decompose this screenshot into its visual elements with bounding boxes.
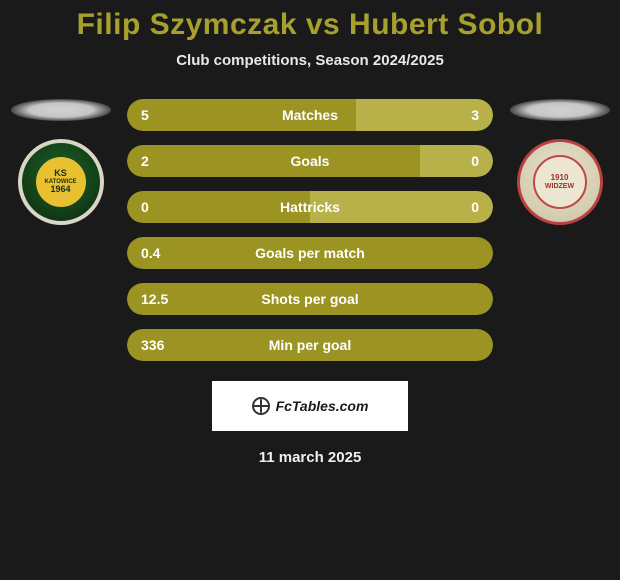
logo-right-mid: WIDZEW (545, 183, 574, 191)
club-logo-right-inner: 1910 WIDZEW (533, 155, 587, 209)
club-logo-left-inner: KS KATOWICE 1964 (36, 157, 86, 207)
stat-value-left: 0.4 (141, 245, 160, 261)
stat-row: Goals per match 0.4 (127, 237, 493, 269)
globe-icon (252, 397, 270, 415)
logo-left-year: 1964 (50, 185, 70, 195)
stat-row: Matches 5 3 (127, 99, 493, 131)
player-shadow-left (11, 99, 111, 121)
stat-value-right: 0 (471, 199, 479, 215)
stat-bars: Matches 5 3 Goals 2 0 Hattricks 0 0 Goals per mat… (127, 99, 493, 361)
brand-badge[interactable]: FcTables.com (212, 381, 408, 431)
stat-label: Shots per goal (261, 291, 358, 307)
stat-value-right: 0 (471, 153, 479, 169)
stat-value-left: 0 (141, 199, 149, 215)
stat-label: Goals (291, 153, 330, 169)
brand-text: FcTables.com (276, 398, 369, 414)
stat-value-left: 2 (141, 153, 149, 169)
stat-row: Shots per goal 12.5 (127, 283, 493, 315)
main-row: KS KATOWICE 1964 Matches53Goals20Hattric… (0, 99, 620, 361)
stat-row: Goals 2 0 (127, 145, 493, 177)
logo-right-top: 1910 (551, 174, 569, 183)
page-title: Filip Szymczak vs Hubert Sobol (0, 8, 620, 42)
stat-value-left: 336 (141, 337, 164, 353)
subtitle: Club competitions, Season 2024/2025 (0, 52, 620, 69)
logo-left-top: KS (54, 169, 67, 179)
comparison-card: Filip Szymczak vs Hubert Sobol Club comp… (0, 0, 620, 466)
date-text: 11 march 2025 (0, 449, 620, 466)
stat-row: Min per goal 336 (127, 329, 493, 361)
stat-value-left: 12.5 (141, 291, 168, 307)
stat-label: Matches (282, 107, 338, 123)
stat-label: Goals per match (255, 245, 365, 261)
player-shadow-right (510, 99, 610, 121)
stat-value-left: 5 (141, 107, 149, 123)
club-logo-left: KS KATOWICE 1964 (18, 139, 104, 225)
bar-left (127, 145, 420, 177)
stat-row: Hattricks 0 0 (127, 191, 493, 223)
club-logo-right: 1910 WIDZEW (517, 139, 603, 225)
stat-label: Hattricks (280, 199, 340, 215)
stat-value-right: 3 (471, 107, 479, 123)
left-side: KS KATOWICE 1964 (6, 99, 115, 225)
bar-right (420, 145, 493, 177)
stat-label: Min per goal (269, 337, 351, 353)
right-side: 1910 WIDZEW (505, 99, 614, 225)
